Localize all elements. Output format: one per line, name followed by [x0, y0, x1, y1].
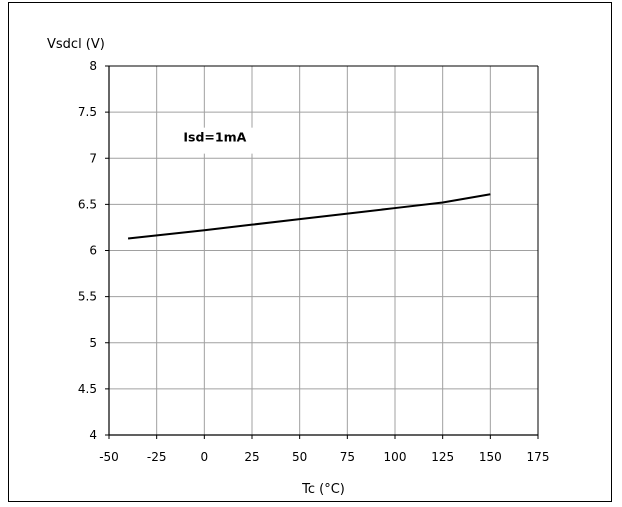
- x-tick-label: 25: [244, 450, 259, 464]
- x-axis-title: Tc (°C): [301, 482, 345, 497]
- annotation-background: [179, 127, 256, 154]
- x-tick-label: 150: [479, 450, 502, 464]
- series-layer: [127, 193, 491, 240]
- y-tick-label: 7: [89, 151, 97, 165]
- x-tick-label: 100: [384, 450, 407, 464]
- annotation-layer: Isd=1mA: [179, 127, 256, 154]
- y-tick-label: 6: [89, 244, 97, 258]
- series-line: [127, 193, 491, 240]
- annotation-label: Isd=1mA: [183, 130, 246, 145]
- x-tick-label: 50: [292, 450, 307, 464]
- y-tick-label: 7.5: [78, 105, 97, 119]
- axes: [105, 65, 539, 439]
- x-tick-label: 125: [431, 450, 454, 464]
- x-tick-label: 175: [527, 450, 550, 464]
- x-tick-labels: -50 -25 0 25 50 75 100 125 150 175: [99, 450, 549, 464]
- y-tick-label: 4.5: [78, 382, 97, 396]
- y-tick-label: 5: [89, 336, 97, 350]
- y-axis-title: Vsdcl (V): [47, 37, 105, 52]
- y-tick-label: 4: [89, 428, 97, 442]
- x-tick-label: 0: [201, 450, 209, 464]
- x-tick-label: -25: [147, 450, 167, 464]
- x-tick-label: -50: [99, 450, 119, 464]
- y-tick-label: 5.5: [78, 290, 97, 304]
- grid: [109, 66, 538, 435]
- y-tick-label: 8: [89, 59, 97, 73]
- y-tick-labels: 4 4.5 5 5.5 6 6.5 7 7.5 8: [78, 59, 97, 442]
- x-tick-label: 75: [340, 450, 355, 464]
- y-tick-label: 6.5: [78, 197, 97, 211]
